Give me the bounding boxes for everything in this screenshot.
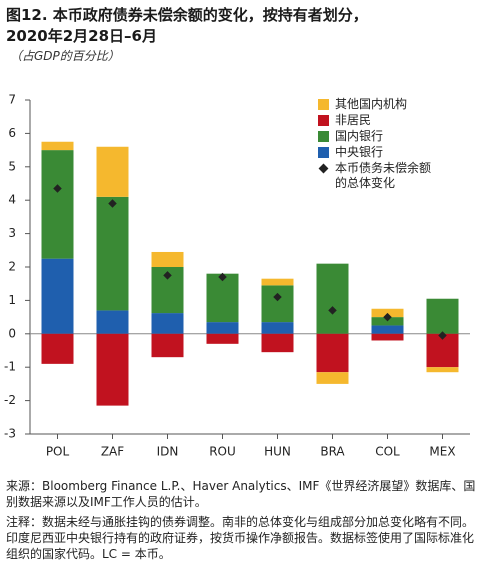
bar-segment [316, 263, 349, 334]
bar-segment [41, 141, 74, 151]
legend-swatch [318, 147, 329, 158]
bar-segment [41, 258, 74, 334]
legend-swatch [318, 163, 329, 174]
bar-segment [96, 310, 129, 334]
x-tick-label: IDN [157, 445, 179, 459]
bar-segment [316, 333, 349, 373]
legend-swatch [318, 131, 329, 142]
bar-segment [206, 273, 239, 323]
bar-segment [151, 333, 184, 358]
bar-segment [41, 333, 74, 364]
bar-segment [316, 372, 349, 384]
total-marker [328, 306, 337, 315]
bar-segment [206, 333, 239, 344]
x-tick-label: COL [375, 445, 400, 459]
legend-item: 本币债务未偿余额的总体变化 [318, 161, 478, 191]
legend-label: 非居民 [335, 113, 372, 127]
bar-segment [96, 196, 129, 311]
x-tick-label: MEX [429, 445, 455, 459]
x-tick-label: HUN [264, 445, 291, 459]
total-marker [108, 199, 117, 208]
total-marker [53, 184, 62, 193]
total-marker [383, 312, 392, 322]
y-tick-label: 4 [8, 193, 16, 207]
bar-segment [151, 251, 184, 267]
bar-segment [371, 333, 404, 341]
bar-segment [261, 285, 294, 323]
bar-segment [151, 313, 184, 334]
total-marker [218, 272, 227, 282]
x-tick-label: ROU [209, 445, 236, 459]
bar-segment [261, 322, 294, 334]
bar-segment [371, 325, 404, 334]
total-marker [273, 292, 282, 302]
legend: 其他国内机构 非居民国内银行中央银行本币债务未偿余额的总体变化 [318, 97, 478, 192]
y-tick-label: 5 [8, 159, 16, 173]
legend-item: 国内银行 [318, 129, 478, 144]
x-tick-label: POL [46, 445, 70, 459]
bar-segment [41, 150, 74, 259]
y-tick-label: -2 [4, 393, 16, 407]
legend-label: 其他国内机构 [335, 97, 408, 111]
legend-label: 本币债务未偿余额的总体变化 [335, 161, 432, 190]
y-tick-label: 1 [8, 293, 16, 307]
note: 注释：数据未经与通胀挂钩的债券调整。南非的总体变化与组成部分加总变化略有不同。印… [6, 515, 475, 561]
bar-segment [96, 333, 129, 406]
legend-item: 中央银行 [318, 145, 478, 160]
title: 2020年2月28日–6月 [6, 27, 157, 45]
x-tick-label: BRA [320, 445, 345, 459]
bar-segment [206, 322, 239, 334]
legend-item: 非居民 [318, 113, 478, 128]
y-tick-label: -1 [4, 360, 16, 374]
y-tick-label: 6 [8, 126, 16, 140]
legend-swatch [318, 99, 329, 110]
legend-label: 中央银行 [335, 145, 384, 159]
legend-label: 国内银行 [335, 129, 384, 143]
bar-segment [426, 298, 459, 334]
title: 图12. 本币政府债券未偿余额的变化，按持有者划分， [6, 6, 368, 24]
total-marker [163, 271, 172, 280]
y-tick-label: 7 [8, 93, 16, 107]
subtitle: （占GDP的百分比） [10, 49, 120, 63]
total-marker [438, 331, 447, 340]
source-note: 来源：Bloomberg Finance L.P.、Haver Analytic… [6, 479, 476, 509]
legend-item: 其他国内机构 [318, 97, 478, 112]
bar-segment [96, 146, 129, 197]
bar-segment [261, 278, 294, 286]
bar-segment [261, 333, 294, 353]
y-tick-label: 0 [8, 326, 16, 340]
legend-swatch [318, 115, 329, 126]
x-tick-label: ZAF [101, 445, 124, 459]
y-tick-label: 3 [8, 226, 16, 240]
bar-segment [426, 367, 459, 373]
y-tick-label: 2 [8, 260, 16, 274]
y-tick-label: -3 [4, 427, 16, 441]
